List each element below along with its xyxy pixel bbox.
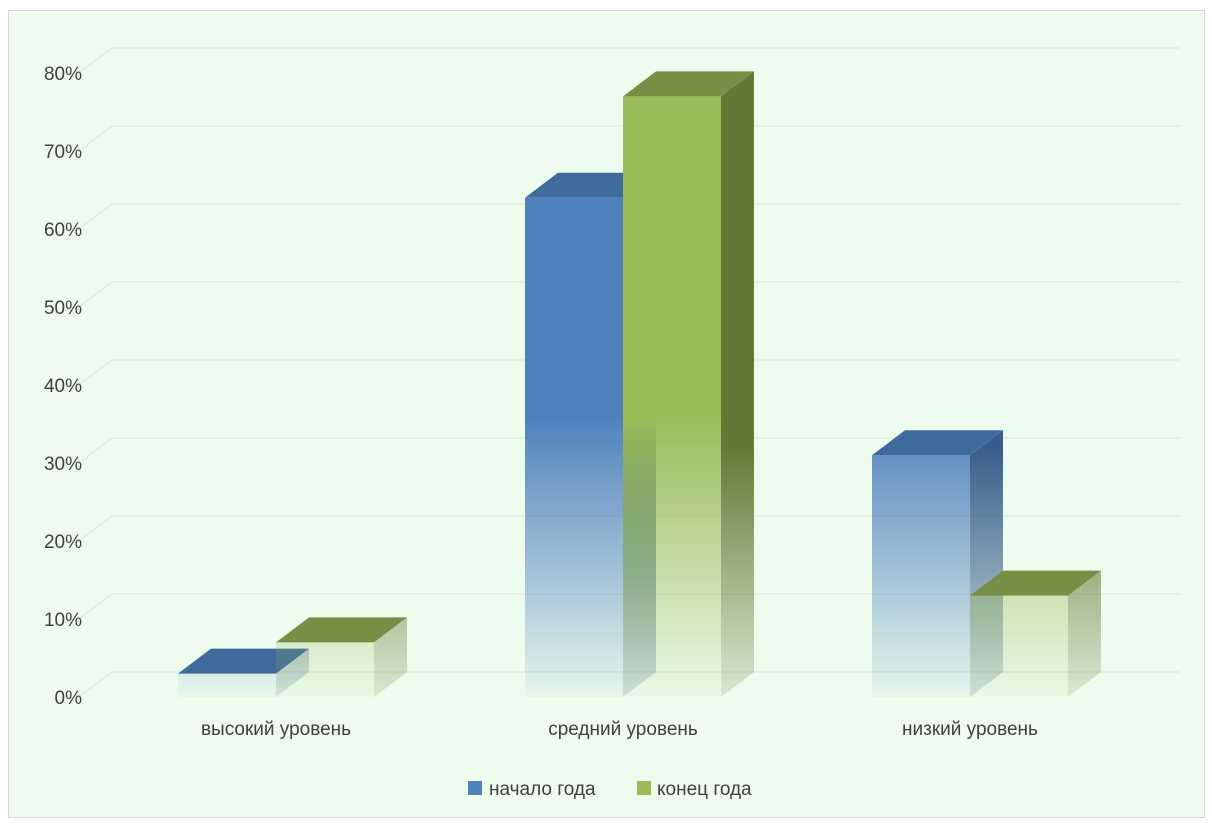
x-category-label: низкий уровень xyxy=(902,719,1038,740)
bar-side xyxy=(721,71,754,697)
legend-swatch-series-0 xyxy=(468,781,482,795)
gridline xyxy=(78,125,1180,152)
y-tick-label: 60% xyxy=(44,220,82,241)
legend: начало года конец года xyxy=(468,779,752,800)
legend-swatch-series-1 xyxy=(637,781,651,795)
bar-top xyxy=(276,617,407,643)
bar-front xyxy=(178,673,276,697)
bar-front xyxy=(970,595,1068,697)
y-tick-label: 20% xyxy=(44,532,82,553)
gridline xyxy=(78,359,1180,386)
legend-label-series-1: конец года xyxy=(657,779,752,800)
y-tick-label: 30% xyxy=(44,454,82,475)
bar-side xyxy=(1068,570,1101,697)
bar-top xyxy=(872,430,1003,456)
legend-label-series-0: начало года xyxy=(489,779,596,800)
x-category-label: средний уровень xyxy=(548,719,698,740)
gridline xyxy=(78,671,1180,698)
x-axis-categories: высокий уровень средний уровень низкий уро… xyxy=(201,719,1038,740)
bar-2-1 xyxy=(970,570,1101,697)
gridline xyxy=(78,437,1180,464)
bar-front xyxy=(872,455,970,697)
y-tick-label: 80% xyxy=(44,64,82,85)
bar-top xyxy=(623,71,754,97)
bar-front xyxy=(525,197,623,698)
y-tick-label: 0% xyxy=(55,688,83,709)
y-axis-ticks: 0% 10% 20% 30% 40% 50% 60% 70% 80% xyxy=(44,64,82,709)
grid-lines xyxy=(78,47,1180,698)
y-tick-label: 70% xyxy=(44,142,82,163)
y-tick-label: 50% xyxy=(44,298,82,319)
bar-1-1 xyxy=(623,71,754,697)
bar-front xyxy=(276,642,374,697)
bars xyxy=(178,71,1101,698)
gridline xyxy=(78,203,1180,230)
bar-0-1 xyxy=(276,617,407,697)
gridline xyxy=(78,515,1180,542)
gridline xyxy=(78,593,1180,620)
bar-side xyxy=(374,617,407,697)
y-tick-label: 10% xyxy=(44,610,82,631)
x-category-label: высокий уровень xyxy=(201,719,351,740)
gridline xyxy=(78,281,1180,308)
y-tick-label: 40% xyxy=(44,376,82,397)
gridline xyxy=(78,47,1180,74)
bar-front xyxy=(623,96,721,697)
bar-top xyxy=(970,570,1101,596)
